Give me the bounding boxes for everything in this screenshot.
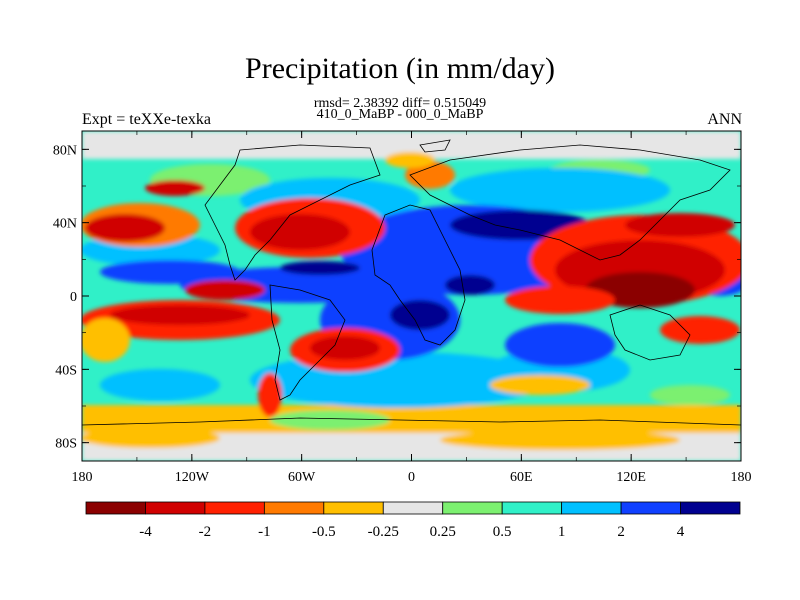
colorbar-label: -0.5 [312,524,336,540]
lon-tick-label: 60W [288,470,316,485]
colorbar: -4 -2 -1 -0.5 -0.25 0.25 0.5 1 2 4 [85,501,741,540]
colorbar-label: -0.25 [368,524,399,540]
comparison-line: 410_0_MaBP - 000_0_MaBP [316,107,484,122]
lon-tick-label: 60E [510,470,533,485]
colorbar-swatch [323,501,384,515]
colorbar-label: -4 [139,524,152,540]
experiment-label: Expt = teXXe-texka [82,111,211,128]
lat-tick-label: 40S [55,363,77,378]
colorbar-swatch [263,501,325,515]
colorbar-label: 0.25 [430,524,456,540]
lat-tick-label: 0 [70,290,77,305]
lon-tick-label: 180 [72,470,93,485]
colorbar-swatch [204,501,265,515]
colorbar-swatch [145,501,206,515]
colorbar-label: -1 [258,524,271,540]
lon-tick-label: 120E [616,470,646,485]
lat-tick-label: 40N [53,217,77,232]
colorbar-swatch [561,501,622,515]
colorbar-label: 0.5 [493,524,512,540]
colorbar-swatch [85,501,146,515]
lat-tick-label: 80S [55,437,77,452]
lon-tick-label: 180 [731,470,752,485]
map-axes: 80N 40N 0 40S 80S 180 120W 60W 0 60E 120E 180 [53,131,752,485]
stats-line: rmsd= 2.38392 diff= 0.515049 [313,96,487,111]
plot-title: Precipitation (in mm/day) [245,52,555,85]
colorbar-label: 1 [558,524,566,540]
colorbar-label: 4 [677,524,685,540]
colorbar-swatch [680,501,741,515]
colorbar-swatch [442,501,503,515]
colorbar-label: 2 [617,524,625,540]
lat-tick-label: 80N [53,143,77,158]
season-label: ANN [707,111,742,128]
lon-tick-label: 120W [175,470,210,485]
colorbar-label: -2 [199,524,212,540]
colorbar-swatch [620,501,681,515]
lon-tick-label: 0 [408,470,415,485]
continent-outlines [82,139,741,426]
colorbar-swatch [382,501,444,515]
colorbar-swatch [501,501,563,515]
